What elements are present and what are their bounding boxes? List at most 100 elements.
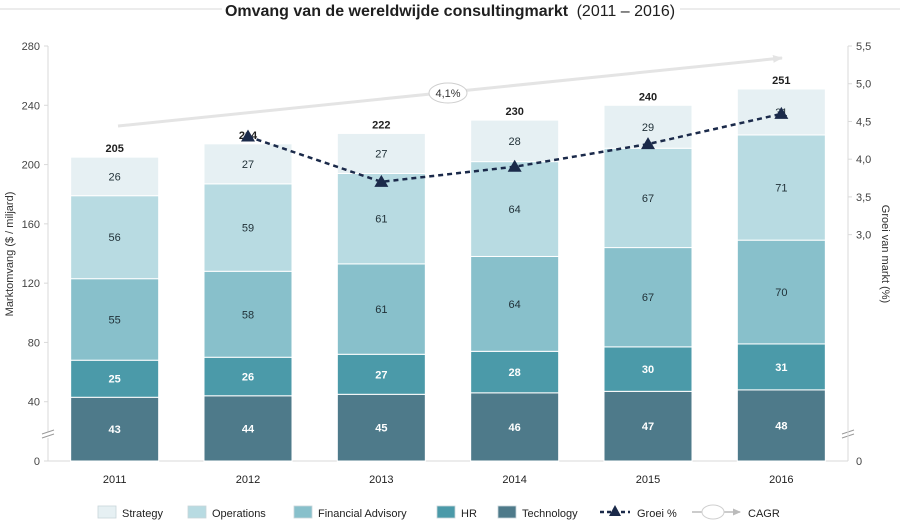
bar-segment-label: 43 (109, 424, 121, 436)
bar-segment-label: 67 (642, 292, 654, 304)
growth-point-marker (507, 159, 522, 172)
bar-segment (336, 263, 426, 355)
growth-point-marker (641, 137, 655, 150)
legend: Strategy Operations Financial Advisory HR Te… (97, 504, 780, 520)
legend-label: Operations (212, 508, 266, 520)
y2-tick-label: 5,0 (856, 79, 871, 91)
bar-segment-label: 61 (375, 304, 387, 316)
bar-segment-label: 30 (642, 364, 654, 376)
bar-total-label: 205 (105, 143, 123, 155)
bar-segment-label: 70 (775, 287, 787, 299)
bar-total-label: 240 (639, 91, 657, 103)
bar-segment (736, 389, 826, 462)
bar-segment-label: 56 (109, 232, 121, 244)
y-tick-label: 240 (22, 100, 40, 112)
legend-growth-marker (609, 505, 621, 516)
y-tick-label: 120 (22, 278, 40, 290)
bar-segment-label: 29 (642, 122, 654, 134)
bar-segment (203, 395, 293, 462)
legend-cagr-bubble (701, 504, 725, 520)
bar-segment-label: 27 (375, 369, 387, 381)
y2-tick-label: 3,0 (856, 230, 871, 242)
cagr-label: 4,1% (435, 88, 460, 100)
bar-segment (470, 255, 560, 352)
x-axis-labels: 2011 2012 2013 2014 2015 2016 (103, 474, 794, 486)
x-tick-label: 2015 (636, 474, 660, 486)
growth-point-marker (241, 129, 255, 142)
y2-tick-label: 5,5 (856, 41, 871, 53)
bar-segment (203, 183, 293, 272)
x-tick-label: 2016 (769, 474, 793, 486)
bar-segment (736, 239, 826, 345)
bar-segment-label: 46 (509, 422, 521, 434)
bar-segment-label: 26 (109, 171, 121, 183)
axis-break-gap (43, 432, 53, 438)
bar-segment (70, 278, 160, 361)
y2-tick-label: 4,0 (856, 154, 871, 166)
y2-axis-title: Groei van markt (%) (879, 205, 891, 303)
bar-segment (736, 134, 826, 241)
legend-label: Strategy (122, 508, 163, 520)
bar-segment (603, 147, 693, 249)
legend-label: CAGR (748, 508, 780, 520)
chart-title-years: (2011 – 2016) (577, 3, 675, 20)
bar-segment-label: 61 (375, 214, 387, 226)
bar-totals: 205214222230240251 (105, 75, 790, 155)
bar-segment (336, 393, 426, 462)
chart-title-main: Omvang van de wereldwijde consultingmark… (225, 3, 569, 20)
bar-segment-label: 71 (775, 183, 787, 195)
bar-segment (70, 359, 160, 398)
legend-label: Technology (522, 508, 578, 520)
y-tick-label: 40 (28, 397, 40, 409)
bar-segment-label: 28 (509, 136, 521, 148)
bar-segment-label: 27 (375, 148, 387, 160)
growth-point-marker (374, 174, 389, 187)
bar-segment-label: 64 (509, 204, 521, 216)
bar-segment (70, 156, 160, 197)
bar-segment-label: 58 (242, 309, 254, 321)
legend-swatch (293, 505, 313, 519)
growth-line (241, 106, 789, 187)
bar-segment (70, 195, 160, 280)
bar-segment-label: 26 (242, 372, 254, 384)
axis-break-mark (41, 433, 55, 439)
growth-point-marker (774, 106, 789, 119)
y-tick-label: 160 (22, 219, 40, 231)
bar-segment (470, 350, 560, 394)
bar-segment-label: 48 (775, 420, 787, 432)
right-axis: 3,0 3,5 4,0 4,5 5,0 5,5 0 (847, 41, 871, 468)
y2-tick-label: 4,5 (856, 116, 871, 128)
legend-label: HR (461, 508, 477, 520)
bar-total-label: 222 (372, 119, 390, 131)
bar-segment (470, 392, 560, 462)
y2-tick-label: 3,5 (856, 192, 871, 204)
bar-segment (203, 143, 293, 185)
legend-label: Financial Advisory (318, 508, 407, 520)
y-tick-label: 0 (34, 456, 40, 468)
bar-segment (603, 346, 693, 392)
legend-label: Groei % (637, 508, 677, 520)
bar-segment (603, 390, 693, 462)
legend-swatch (436, 505, 456, 519)
bar-total-label: 230 (505, 106, 523, 118)
bar-segment-label: 59 (242, 223, 254, 235)
bar-segment-label: 31 (775, 362, 787, 374)
x-tick-label: 2014 (502, 474, 526, 486)
y-tick-label: 80 (28, 337, 40, 349)
x-tick-label: 2011 (103, 474, 127, 486)
legend-swatch (497, 505, 517, 519)
bar-segment-label: 47 (642, 421, 654, 433)
x-tick-label: 2012 (236, 474, 260, 486)
bar-segment-label: 25 (109, 374, 121, 386)
bar-segment-label: 44 (242, 423, 255, 435)
y-tick-label: 200 (22, 160, 40, 172)
chart-title: Omvang van de wereldwijde consultingmark… (225, 3, 675, 20)
bar-segment (603, 247, 693, 348)
bar-total-label: 251 (772, 75, 790, 87)
legend-swatch (97, 505, 117, 519)
bar-segment (736, 343, 826, 391)
bar-segment-label: 27 (242, 159, 254, 171)
left-axis: 0 40 80 120 160 200 240 280 (22, 41, 855, 468)
bar-segment-label: 45 (375, 423, 387, 435)
